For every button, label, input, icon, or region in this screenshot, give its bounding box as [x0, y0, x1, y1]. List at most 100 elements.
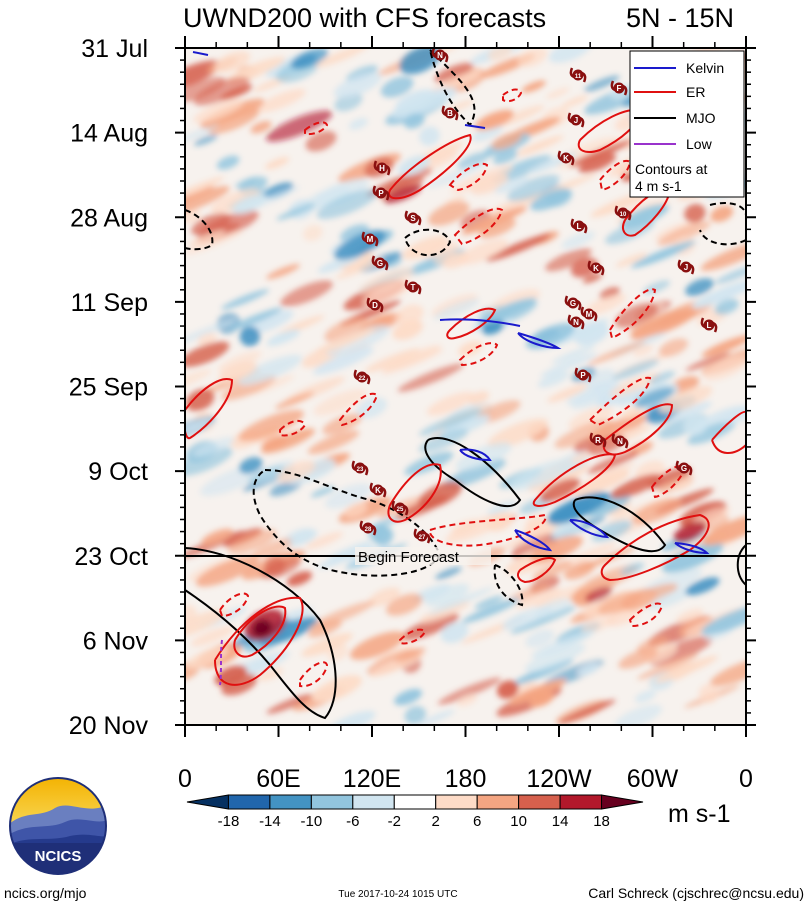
shading-blob — [440, 622, 469, 643]
shading-blob — [312, 675, 362, 703]
shading-blob — [698, 683, 720, 704]
shading-blob — [691, 279, 746, 309]
x-tick-label: 0 — [739, 765, 753, 793]
tc-marker-dot — [572, 69, 584, 81]
kelvin-contour — [439, 318, 521, 327]
shading-blob — [526, 323, 575, 350]
shading-blob — [701, 334, 746, 358]
shading-blob — [278, 315, 325, 335]
tc-marker-dot — [356, 371, 368, 383]
shading-blob — [692, 506, 731, 526]
tc-marker-dot — [703, 319, 715, 331]
tc-marker-dot — [573, 220, 585, 232]
shading-blob — [675, 608, 704, 624]
shading-blob — [525, 629, 555, 648]
shading-blob — [266, 694, 313, 714]
shading-blob — [305, 531, 344, 550]
shading-blob — [185, 447, 233, 477]
shading-blob — [529, 692, 555, 708]
shading-blob — [216, 155, 240, 170]
shading-blob — [539, 352, 598, 377]
legend-label-mjo: MJO — [686, 110, 716, 126]
shading-blob — [577, 663, 600, 676]
shading-blob — [507, 174, 560, 202]
shading-blob — [344, 502, 368, 519]
shading-blob — [286, 571, 313, 587]
shading-blob — [630, 309, 685, 334]
y-tick-label: 9 Oct — [88, 458, 148, 486]
shading-blob — [530, 630, 595, 658]
colorbar-swatch — [518, 794, 561, 810]
shading-blob — [537, 371, 570, 388]
tc-marker-label: N — [437, 51, 443, 60]
shading-blob — [333, 72, 382, 99]
tc-marker-label: L — [577, 222, 582, 231]
shading-blob — [404, 706, 427, 725]
shading-blob — [227, 307, 283, 331]
shading-blob — [394, 688, 423, 706]
shading-blob — [615, 252, 648, 268]
tc-marker-label: B — [447, 109, 453, 118]
shading-blob — [642, 280, 671, 295]
shading-blob — [392, 319, 423, 340]
shading-blob — [193, 134, 218, 146]
tc-marker-label: S — [410, 214, 416, 223]
shading-blob — [658, 338, 689, 357]
shading-blob — [545, 248, 592, 272]
shading-blob — [380, 76, 414, 98]
shading-blob — [250, 121, 272, 134]
er-contour — [304, 121, 329, 136]
colorbar-tick-label: -2 — [388, 813, 401, 830]
er-contour — [598, 160, 632, 192]
tc-marker: M — [580, 306, 598, 322]
tc-marker: S — [404, 210, 422, 226]
shading-blob — [335, 258, 384, 280]
tc-marker: 25 — [391, 500, 409, 516]
shading-blob — [362, 281, 412, 306]
tc-marker-dot — [407, 281, 419, 293]
tc-marker-label: 27 — [419, 535, 426, 541]
tc-marker-dot — [394, 502, 406, 514]
tc-marker: B — [441, 105, 459, 121]
shading-blob — [395, 304, 424, 326]
shading-blob — [185, 185, 230, 216]
shading-blob — [404, 451, 454, 476]
shading-blob — [672, 479, 693, 492]
tc-marker-dot — [583, 308, 595, 320]
shading-blob — [214, 51, 251, 73]
shading-blob — [185, 76, 226, 103]
tc-marker-dot — [570, 316, 582, 328]
shading-blob — [197, 332, 217, 347]
shading-blob — [266, 264, 301, 280]
shading-blob — [447, 99, 474, 112]
shading-blob — [210, 188, 260, 214]
tc-marker-label: 25 — [397, 507, 404, 513]
tc-marker: K — [369, 482, 387, 498]
shading-blob — [561, 95, 588, 108]
shading-blob — [325, 483, 372, 509]
shading-blob — [578, 153, 616, 173]
tc-marker: N — [431, 48, 449, 63]
shading-blob — [584, 586, 613, 603]
y-tick-label: 28 Aug — [70, 204, 148, 232]
colorbar-swatch — [352, 794, 395, 810]
tc-marker-dot — [614, 435, 626, 447]
shading-blob — [368, 587, 401, 607]
tc-marker: P — [574, 367, 592, 383]
shading-blob — [239, 326, 261, 347]
kelvin-contour — [517, 332, 562, 350]
tc-marker-dot — [434, 49, 446, 61]
shading-blob — [534, 583, 589, 609]
shading-blob — [433, 298, 480, 320]
tc-marker: H — [373, 160, 391, 176]
er-contour — [388, 133, 472, 200]
er-contour — [446, 307, 497, 340]
shading-blob — [618, 648, 659, 669]
shading-blob — [486, 191, 545, 218]
shading-blob — [620, 405, 646, 419]
shading-blob — [313, 389, 367, 416]
shading-blob — [685, 352, 731, 372]
shading-blob — [193, 98, 244, 124]
shading-blob — [280, 280, 333, 307]
shading-blob — [457, 151, 491, 169]
